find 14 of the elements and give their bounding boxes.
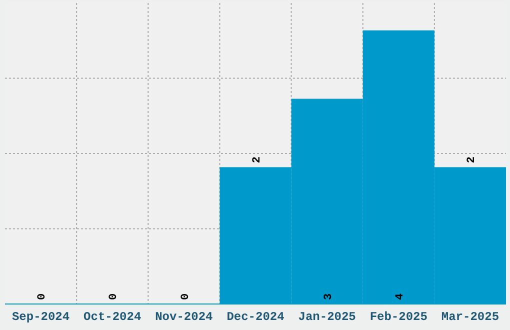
x-tick-label: Oct-2024 bbox=[84, 310, 142, 324]
data-label: 0 bbox=[36, 293, 49, 300]
data-label: 0 bbox=[180, 293, 192, 300]
x-tick-label: Dec-2024 bbox=[226, 310, 284, 324]
data-label: 2 bbox=[466, 156, 478, 164]
x-tick-label: Feb-2025 bbox=[370, 310, 428, 324]
data-label: 0 bbox=[108, 293, 120, 300]
data-label: 4 bbox=[394, 293, 406, 300]
x-tick-label: Jan-2025 bbox=[298, 310, 356, 324]
x-tick-label: Nov-2024 bbox=[155, 310, 213, 324]
data-label: 2 bbox=[251, 156, 264, 164]
data-label: 3 bbox=[322, 293, 335, 300]
x-tick-label: Mar-2025 bbox=[441, 310, 500, 324]
x-tick-label: Sep-2024 bbox=[12, 310, 70, 324]
